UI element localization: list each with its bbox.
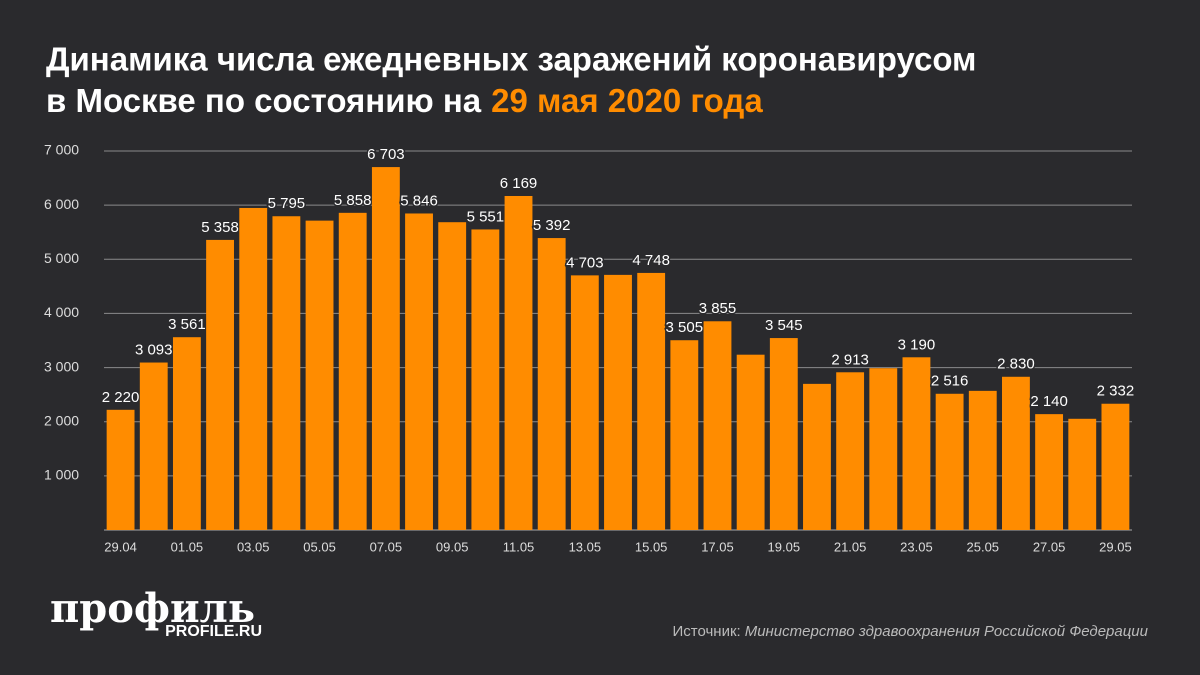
value-label: 6 169 [500, 175, 538, 192]
source: Источник: Министерство здравоохранения Ро… [673, 623, 1149, 640]
bar [537, 238, 566, 531]
chart-title: в Москве по состоянию на 29 мая 2020 года [46, 82, 763, 119]
x-tick-label: 27.05 [1033, 539, 1066, 554]
bar [239, 207, 268, 530]
value-label: 2 913 [831, 351, 869, 368]
chart-title: в Москве по состоянию на [46, 82, 482, 119]
bar [637, 272, 666, 530]
value-label: 3 190 [898, 336, 936, 353]
value-label: 5 858 [334, 192, 372, 209]
bar [338, 212, 367, 530]
x-tick-label: 15.05 [635, 539, 668, 554]
bar [305, 220, 334, 530]
value-label: 5 551 [467, 208, 505, 225]
y-tick-label: 2 000 [44, 412, 79, 428]
bar [438, 222, 467, 530]
bar [371, 167, 400, 530]
value-label: 2 140 [1030, 393, 1068, 410]
value-label: 3 545 [765, 317, 803, 334]
bar [1068, 418, 1097, 530]
bar [139, 362, 168, 530]
value-label: 3 093 [135, 342, 173, 359]
value-label: 2 332 [1097, 383, 1135, 400]
value-label: 4 703 [566, 254, 604, 271]
value-label: 2 516 [931, 373, 969, 390]
y-tick-label: 5 000 [44, 250, 79, 266]
plot: 1 000 2 000 3 000 4 000 5 000 6 000 7 000 29.04… [44, 142, 1136, 555]
x-tick-label: 25.05 [967, 539, 1000, 554]
y-tick-label: 7 000 [44, 142, 79, 158]
bar [769, 338, 798, 530]
chart-title: Динамика числа ежедневных заражений коро… [46, 41, 976, 78]
value-label: 4 748 [632, 252, 670, 269]
y-tick-label: 1 000 [44, 467, 79, 483]
x-tick-label: 07.05 [370, 539, 403, 554]
bar [968, 390, 997, 530]
bar [604, 274, 632, 530]
x-tick-label: 29.05 [1099, 539, 1132, 554]
bar [703, 321, 732, 530]
chart-title-highlight: 29 мая 2020 года [491, 82, 763, 119]
value-label: 5 358 [201, 219, 239, 236]
y-tick-label: 6 000 [44, 196, 79, 212]
bar [206, 239, 234, 530]
value-label: 2 830 [997, 356, 1035, 373]
bar [836, 372, 865, 530]
value-label: 5 846 [400, 192, 438, 209]
bar [272, 216, 301, 531]
value-label: 6 703 [367, 146, 405, 163]
bar [405, 213, 433, 531]
source-prefix: Источник: [673, 623, 741, 640]
bar [803, 383, 831, 530]
bar [869, 368, 898, 530]
bar [736, 354, 765, 530]
x-tick-label: 17.05 [701, 539, 734, 554]
bar [902, 357, 931, 530]
y-tick-label: 4 000 [44, 304, 79, 320]
x-tick-label: 13.05 [569, 539, 602, 554]
x-tick-label: 01.05 [171, 539, 204, 554]
x-tick-label: 09.05 [436, 539, 469, 554]
bar [935, 393, 964, 530]
x-tick-label: 19.05 [768, 539, 801, 554]
bar [106, 409, 135, 530]
y-tick-label: 3 000 [44, 358, 79, 374]
value-label: 3 855 [699, 300, 737, 317]
x-tick-label: 23.05 [900, 539, 933, 554]
bar [670, 340, 699, 530]
x-tick-label: 03.05 [237, 539, 270, 554]
bar [1002, 376, 1030, 530]
logo-url: PROFILE.RU [165, 623, 262, 640]
bar [172, 337, 201, 530]
bar [471, 229, 500, 530]
value-label: 3 505 [666, 319, 704, 336]
x-tick-label: 21.05 [834, 539, 867, 554]
x-tick-label: 11.05 [503, 539, 535, 554]
x-tick-label: 29.04 [104, 539, 137, 554]
x-tick-label: 05.05 [303, 539, 336, 554]
value-label: 5 795 [268, 195, 306, 212]
value-label: 5 392 [533, 217, 571, 234]
bar [504, 195, 533, 530]
bar [1101, 403, 1130, 530]
bar [1035, 414, 1064, 530]
source-text: Министерство здравоохранения Российской … [745, 623, 1149, 640]
value-label: 2 220 [102, 389, 140, 406]
logo: профиль [50, 585, 255, 632]
value-label: 3 561 [168, 316, 206, 333]
bar [570, 275, 599, 530]
